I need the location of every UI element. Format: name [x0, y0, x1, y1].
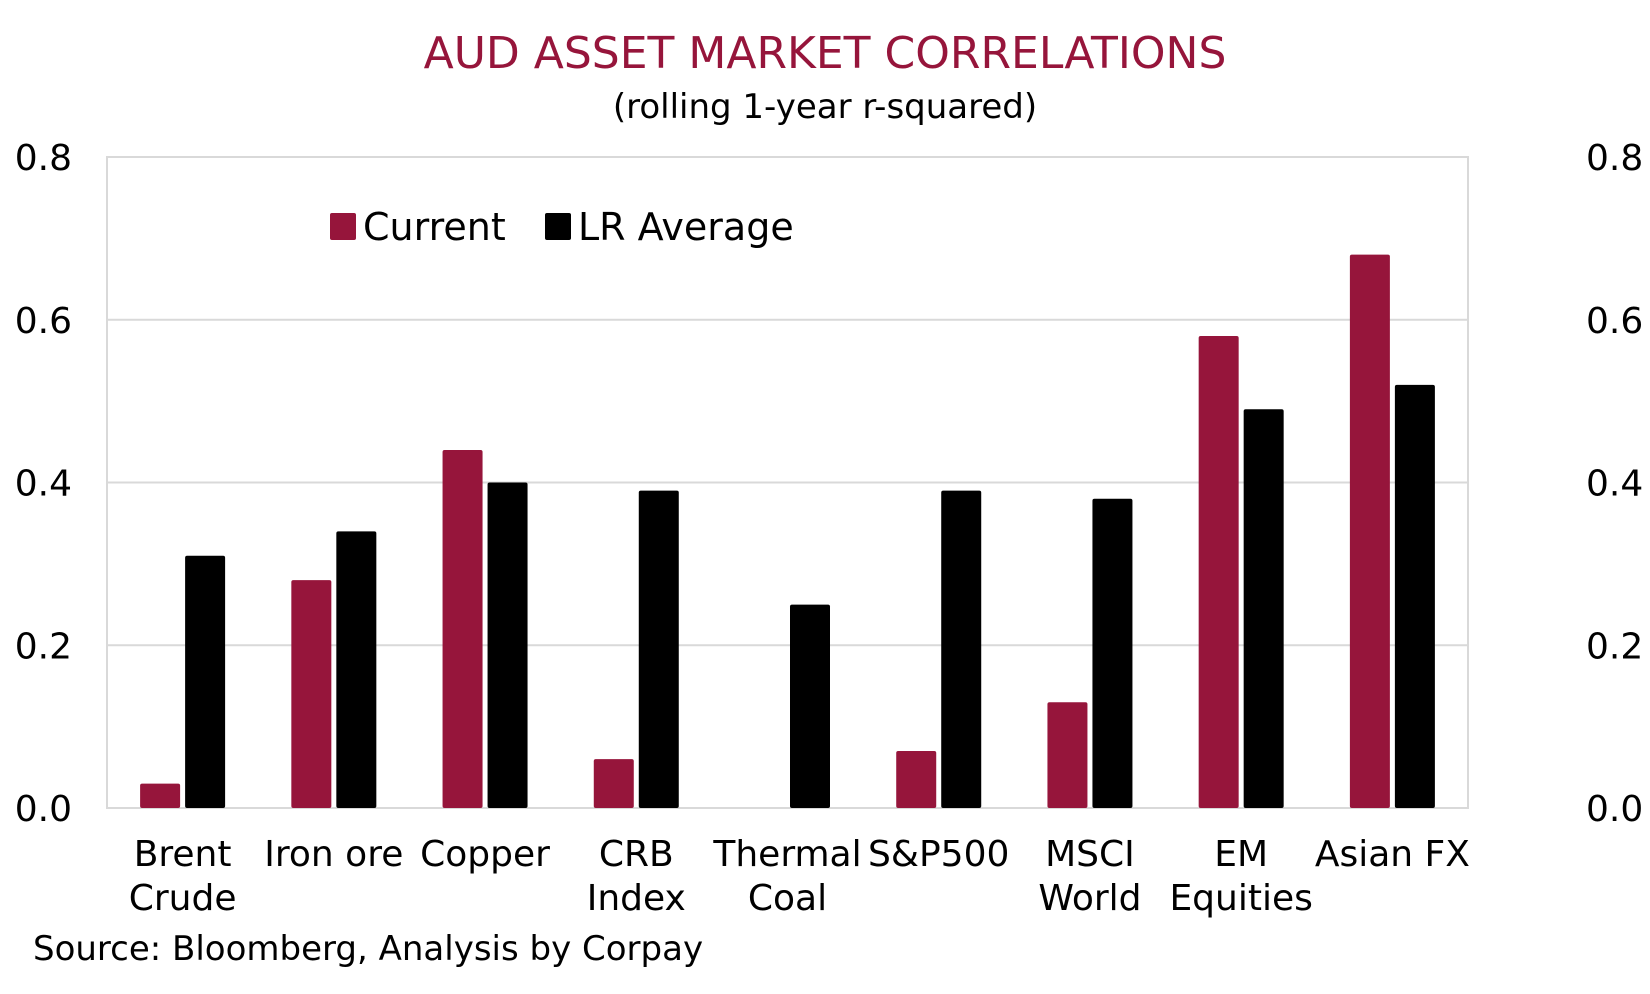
bar-lr-average — [1243, 409, 1284, 808]
y2-tick-label: 0.8 — [1586, 138, 1643, 179]
legend-label: LR Average — [578, 205, 794, 249]
bar-current — [1198, 336, 1239, 808]
x-tick-label: MSCI World — [1038, 834, 1141, 919]
bar-lr-average — [487, 482, 528, 808]
x-tick-label: EM Equities — [1169, 834, 1312, 919]
x-tick-label: Asian FX — [1315, 834, 1470, 875]
bar-lr-average — [941, 490, 982, 808]
legend-swatch — [545, 213, 571, 240]
bar-current — [442, 449, 483, 808]
y-axis-right: 0.0 0.2 0.4 0.6 0.8 — [1586, 138, 1643, 830]
y-tick-label: 0.6 — [15, 301, 72, 342]
x-tick-label: Brent Crude — [129, 834, 237, 919]
x-tick-label: S&P500 — [868, 834, 1009, 875]
bar-current — [140, 783, 181, 808]
x-tick-label: Copper — [420, 834, 550, 875]
y2-tick-label: 0.4 — [1586, 464, 1643, 505]
bar-current — [291, 580, 332, 808]
y2-tick-label: 0.0 — [1586, 789, 1643, 830]
bar-current — [593, 759, 634, 808]
chart-subtitle: (rolling 1-year r-squared) — [613, 87, 1037, 127]
x-tick-label: CRB Index — [587, 834, 686, 919]
bar-lr-average — [1092, 498, 1133, 808]
y2-tick-label: 0.6 — [1586, 301, 1643, 342]
grid — [106, 156, 1469, 809]
legend-label: Current — [363, 205, 506, 249]
x-axis: Brent Crude Iron ore Copper CRB Index Thermal C… — [129, 834, 1470, 919]
x-tick-label: Thermal Coal — [712, 834, 861, 919]
bar-current — [896, 751, 937, 808]
bar-lr-average — [790, 604, 830, 808]
chart-title: AUD ASSET MARKET CORRELATIONS — [424, 28, 1227, 79]
y-axis-left: 0.0 0.2 0.4 0.6 0.8 — [15, 138, 72, 830]
legend: Current LR Average — [330, 205, 794, 249]
y-tick-label: 0.8 — [15, 138, 72, 179]
x-tick-label: Iron ore — [264, 834, 403, 875]
bar-lr-average — [638, 490, 679, 808]
bar-lr-average — [1394, 384, 1435, 808]
source-note: Source: Bloomberg, Analysis by Corpay — [33, 929, 703, 969]
bar-current — [1349, 254, 1390, 808]
bars — [140, 254, 1435, 808]
legend-swatch — [330, 213, 356, 240]
bar-lr-average — [336, 531, 377, 808]
y-tick-label: 0.4 — [15, 464, 72, 505]
y2-tick-label: 0.2 — [1586, 626, 1643, 667]
y-tick-label: 0.2 — [15, 626, 72, 667]
bar-lr-average — [185, 555, 226, 808]
y-tick-label: 0.0 — [15, 789, 72, 830]
bar-current — [1047, 702, 1088, 808]
